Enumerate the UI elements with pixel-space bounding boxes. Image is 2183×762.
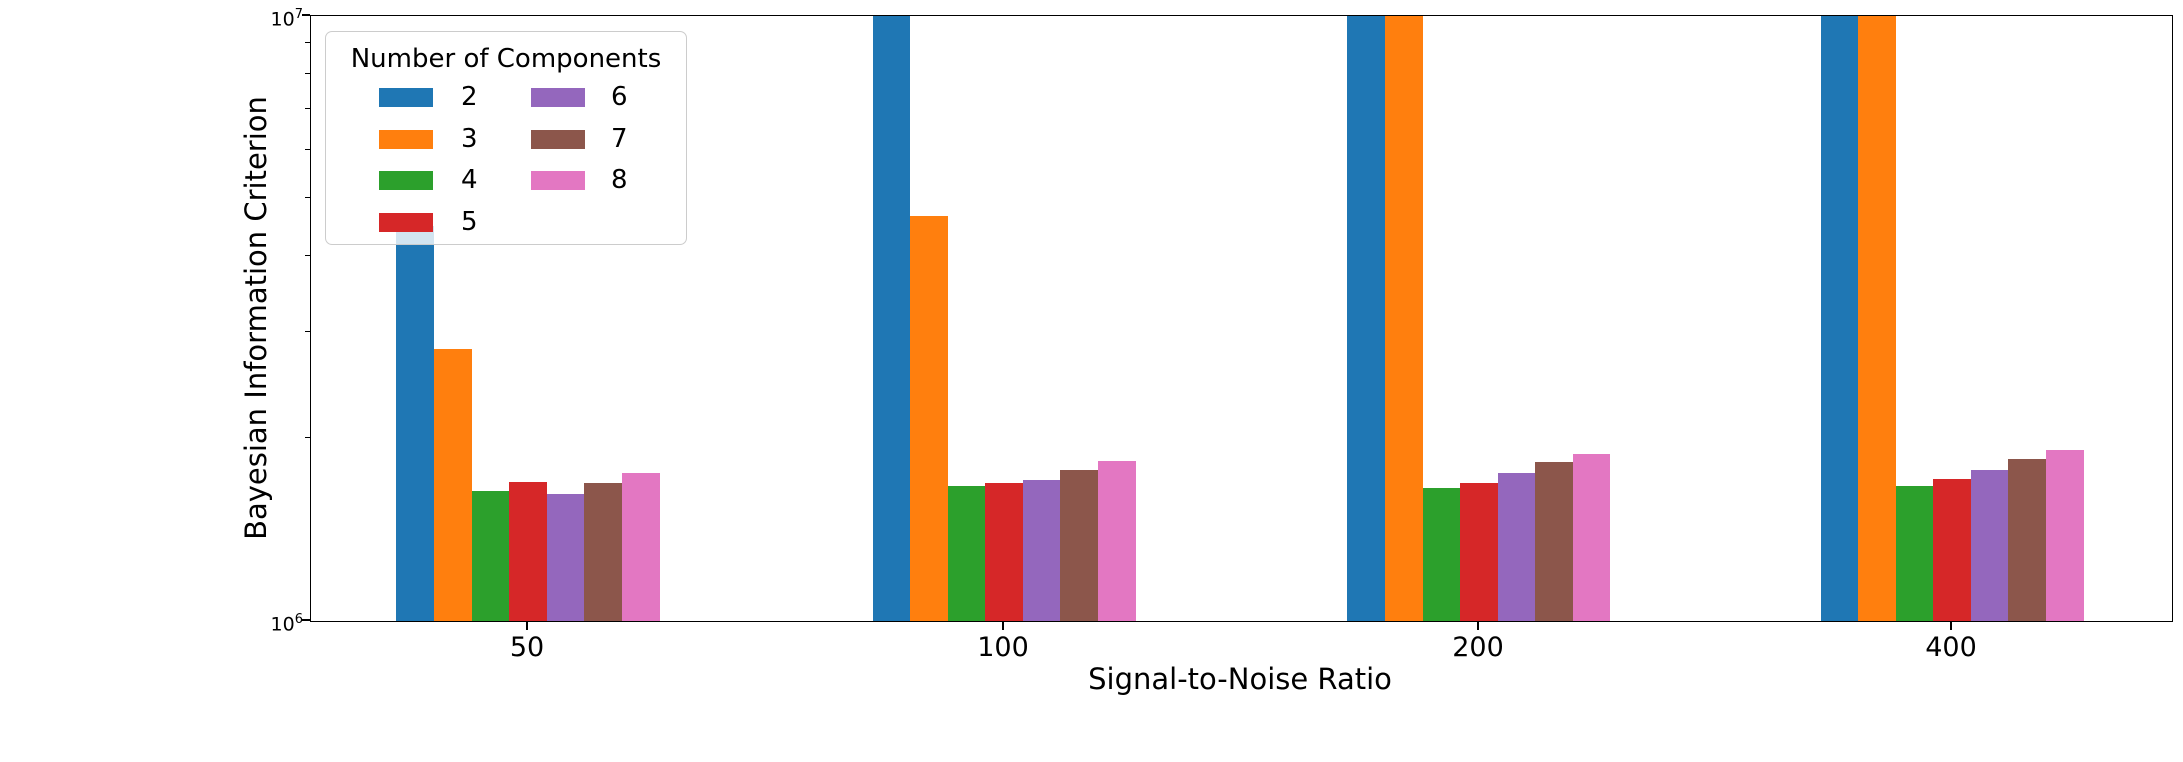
- bar-components3-snr400: [1858, 16, 1896, 621]
- legend-label-4: 4: [461, 165, 478, 195]
- x-tick-label-snr400: 400: [1925, 632, 1977, 663]
- y-tick-label-1e7: 107: [270, 7, 303, 31]
- x-axis-label: Signal-to-Noise Ratio: [1088, 662, 1392, 696]
- bar-components3-snr50: [434, 348, 472, 621]
- legend-swatch-7: [531, 129, 585, 149]
- bar-components7-snr100: [1060, 469, 1098, 621]
- y-minor-tick: [305, 255, 310, 257]
- bar-components3-snr200: [1385, 16, 1423, 621]
- y-minor-tick: [305, 437, 310, 439]
- y-tick-label-1e6: 106: [270, 612, 303, 636]
- legend-swatch-2: [379, 88, 433, 107]
- legend-label-8: 8: [611, 165, 628, 195]
- y-minor-tick: [305, 196, 310, 198]
- bar-components6-snr200: [1497, 472, 1536, 621]
- legend-label-7: 7: [611, 123, 628, 154]
- x-tick-snr200: [1477, 621, 1479, 630]
- bar-components8-snr200: [1572, 453, 1611, 621]
- bar-components7-snr200: [1535, 462, 1573, 621]
- legend: Number of Components 2 3 4 5 6 7 8: [325, 31, 687, 245]
- y-minor-tick: [305, 42, 310, 44]
- y-minor-tick: [305, 73, 310, 75]
- y-major-tick-10e7: [302, 14, 310, 16]
- bar-components7-snr50: [584, 483, 622, 621]
- bar-components4-snr400: [1895, 486, 1934, 621]
- bar-components4-snr50: [471, 491, 510, 621]
- bar-components6-snr100: [1022, 480, 1061, 621]
- legend-swatch-6: [531, 88, 585, 107]
- legend-swatch-3: [379, 129, 433, 149]
- bar-components2-snr50: [396, 225, 434, 621]
- bar-components2-snr200: [1347, 16, 1385, 621]
- legend-title: Number of Components: [350, 44, 662, 74]
- bar-components4-snr100: [947, 486, 986, 621]
- y-minor-tick: [305, 108, 310, 110]
- bar-components2-snr100: [872, 16, 911, 621]
- y-major-tick-10e6: [302, 619, 310, 621]
- bar-components8-snr400: [2046, 449, 2084, 621]
- bar-components5-snr400: [1933, 478, 1971, 621]
- x-tick-snr50: [526, 621, 528, 630]
- x-tick-label-snr100: 100: [977, 632, 1029, 663]
- legend-swatch-8: [531, 171, 585, 190]
- bar-components2-snr400: [1820, 16, 1859, 621]
- bar-components3-snr100: [910, 216, 948, 621]
- legend-label-3: 3: [461, 123, 478, 154]
- y-minor-tick: [305, 148, 310, 150]
- bar-components8-snr100: [1098, 460, 1136, 621]
- bar-components8-snr50: [622, 472, 660, 621]
- x-tick-snr400: [1950, 621, 1952, 630]
- legend-label-6: 6: [611, 82, 628, 112]
- bar-components6-snr50: [546, 494, 585, 621]
- x-tick-label-snr50: 50: [509, 632, 545, 663]
- legend-swatch-5: [379, 212, 433, 232]
- legend-swatch-4: [379, 171, 433, 190]
- legend-label-5: 5: [461, 206, 478, 237]
- x-tick-label-snr200: 200: [1452, 632, 1504, 663]
- bar-components5-snr200: [1460, 483, 1498, 621]
- y-axis-label: Bayesian Information Criterion: [239, 96, 273, 540]
- legend-label-2: 2: [461, 82, 478, 112]
- x-tick-snr100: [1002, 621, 1004, 630]
- y-minor-tick: [305, 330, 310, 332]
- bar-components6-snr400: [1970, 469, 2009, 621]
- bar-components7-snr400: [2008, 459, 2046, 621]
- bar-components4-snr200: [1422, 487, 1461, 621]
- bar-components5-snr50: [509, 481, 547, 621]
- bar-components5-snr100: [985, 483, 1023, 621]
